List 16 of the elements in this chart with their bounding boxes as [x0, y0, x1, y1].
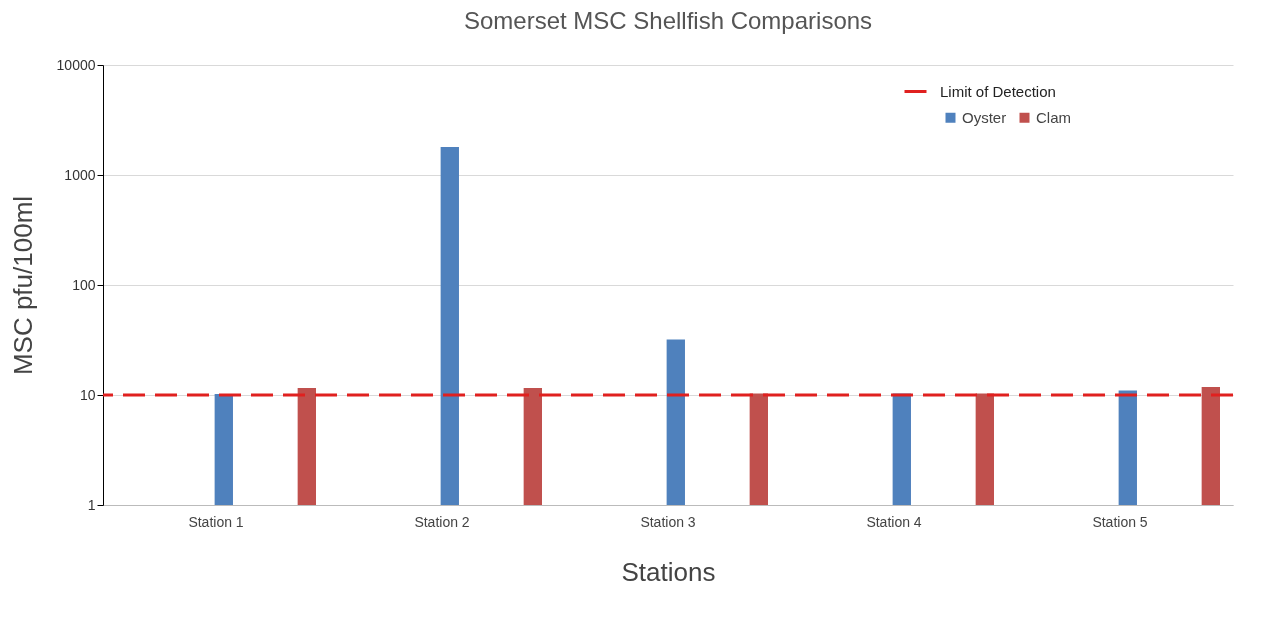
legend-label: Clam [1036, 108, 1072, 126]
y-tick-label: 100 [72, 276, 96, 293]
chart-title: Somerset MSC Shellfish Comparisons [463, 7, 873, 34]
y-axis-title: MSC pfu/100ml [7, 195, 38, 376]
legend-label: Limit of Detection [940, 82, 1056, 100]
legend-label: Oyster [962, 108, 1007, 126]
x-axis-title: Stations [621, 556, 716, 587]
x-tick-label: Station 1 [188, 513, 244, 530]
x-tick-label: Station 2 [414, 513, 470, 530]
x-tick-label: Station 5 [1092, 513, 1148, 530]
y-tick-label: 1 [87, 496, 96, 513]
y-tick-label: 10000 [56, 56, 96, 73]
y-tick-label: 1000 [64, 166, 96, 183]
x-tick-label: Station 4 [866, 513, 922, 530]
x-tick-label: Station 3 [640, 513, 696, 530]
y-tick-label: 10 [79, 386, 96, 403]
